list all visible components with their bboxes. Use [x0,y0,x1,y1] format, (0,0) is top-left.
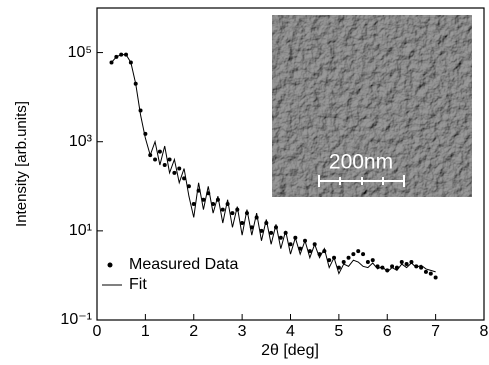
legend-marker [108,263,113,268]
x-axis-label: 2θ [deg] [261,342,319,359]
y-tick-label: 10⁵ [68,44,92,61]
data-point [172,171,176,175]
data-point [230,211,234,215]
y-axis-label: Intensity [arb.units] [13,101,30,227]
data-point [400,260,404,264]
data-point [371,258,375,262]
x-tick-label: 0 [93,323,102,340]
x-tick-label: 7 [431,323,440,340]
x-tick-label: 8 [480,323,489,340]
data-point [434,275,438,279]
legend-label: Fit [129,276,147,293]
chart: 200nm 2θ [deg] Intensity [arb.units] 0 1 2… [0,0,489,365]
data-point [429,272,433,276]
legend-label: Measured Data [129,256,238,273]
data-point [366,260,370,264]
data-point [424,270,428,274]
data-point [158,150,162,154]
data-point [221,208,225,212]
data-point [405,262,409,266]
x-tick-label: 3 [238,323,247,340]
data-point [356,249,360,253]
x-tick-label: 5 [334,323,343,340]
data-point [347,256,351,260]
y-tick-label: 10⁻¹ [60,311,92,328]
y-tick-label: 10³ [69,133,93,150]
x-tick-label: 1 [141,323,150,340]
x-tick-label: 6 [383,323,392,340]
data-point [351,252,355,256]
data-point [342,260,346,264]
inset-label: 200nm [329,151,393,174]
data-point [153,157,157,161]
page: {"chart_data": {"type": "line", "x_label… [0,0,489,365]
data-point [269,231,273,235]
data-point [361,252,365,256]
data-point [177,167,181,171]
data-point [163,163,167,167]
x-tick-label: 2 [189,323,198,340]
x-tick-label: 4 [286,323,295,340]
y-tick-label: 10¹ [69,222,92,239]
data-point [168,157,172,161]
